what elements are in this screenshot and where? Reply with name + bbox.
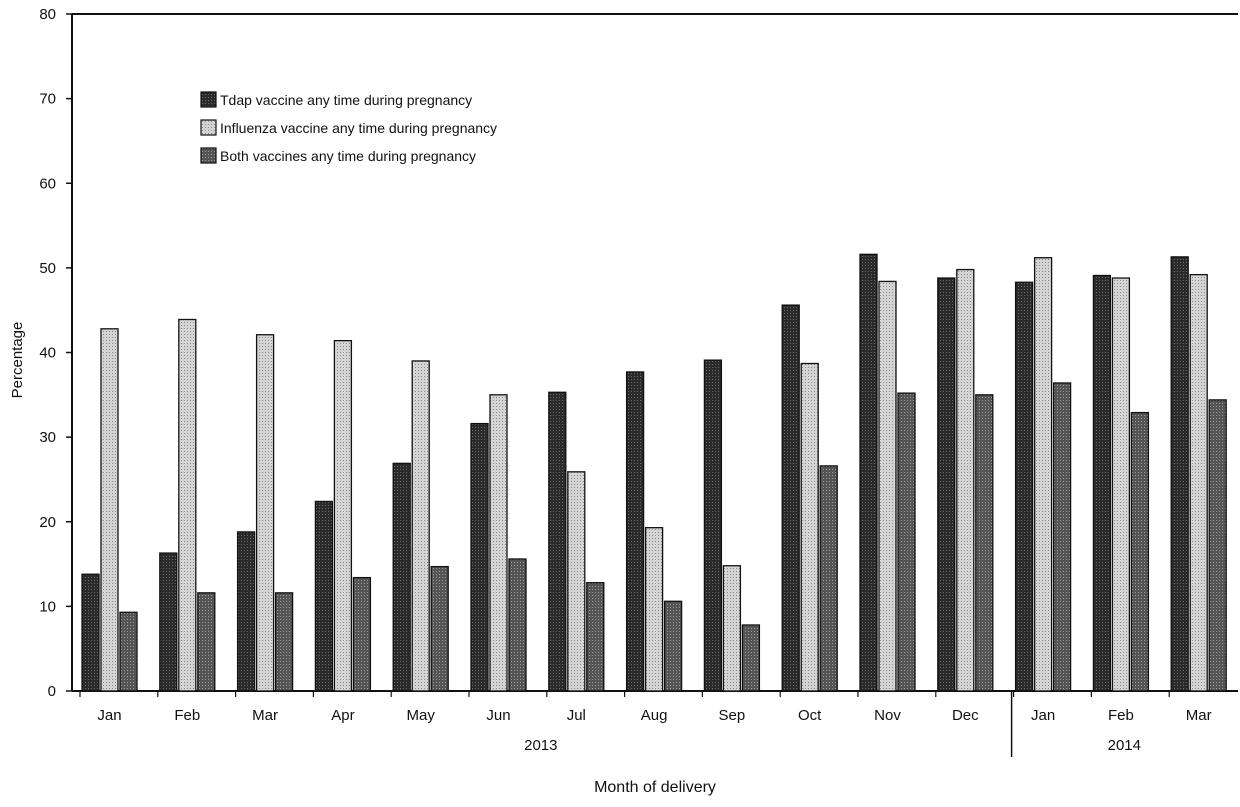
bar-influenza-vaccine-any-time-during-pregnancy-11 (878, 280, 897, 692)
bar-both-vaccines-any-time-during-pregnancy-11 (897, 392, 916, 692)
bar-influenza-vaccine-any-time-during-pregnancy-4 (333, 340, 353, 692)
bar-both-vaccines-any-time-during-pregnancy-10 (819, 465, 838, 692)
bar-influenza-vaccine-any-time-during-pregnancy-3 (255, 334, 275, 692)
bar-both-vaccines-any-time-during-pregnancy-9 (741, 624, 761, 692)
y-axis-title: Percentage (9, 322, 26, 399)
bar-tdap-vaccine-any-time-during-pregnancy-2 (159, 552, 178, 692)
bar-both-vaccines-any-time-during-pregnancy-2 (197, 592, 216, 692)
bar-tdap-vaccine-any-time-during-pregnancy-8 (625, 371, 645, 692)
bar-influenza-vaccine-any-time-during-pregnancy-15 (1189, 273, 1208, 692)
y-tick-label: 30 (39, 429, 56, 446)
bar-tdap-vaccine-any-time-during-pregnancy-6 (470, 422, 489, 692)
legend-swatch (200, 91, 217, 108)
bar-influenza-vaccine-any-time-during-pregnancy-1 (100, 328, 119, 692)
bar-influenza-vaccine-any-time-during-pregnancy-2 (178, 318, 197, 692)
bars-group (81, 253, 1227, 692)
bar-influenza-vaccine-any-time-during-pregnancy-10 (800, 362, 819, 692)
bar-both-vaccines-any-time-during-pregnancy-4 (352, 576, 372, 692)
bar-influenza-vaccine-any-time-during-pregnancy-7 (567, 471, 586, 692)
bar-influenza-vaccine-any-time-during-pregnancy-14 (1111, 277, 1131, 692)
y-tick-label: 60 (39, 175, 56, 192)
bar-influenza-vaccine-any-time-during-pregnancy-9 (722, 565, 742, 692)
bar-tdap-vaccine-any-time-during-pregnancy-11 (859, 253, 878, 692)
bar-influenza-vaccine-any-time-during-pregnancy-5 (411, 360, 430, 692)
legend-swatch (200, 119, 217, 136)
x-tick-label: Aug (641, 707, 668, 724)
year-group-label: 2013 (524, 737, 557, 754)
bar-influenza-vaccine-any-time-during-pregnancy-6 (489, 394, 508, 692)
bar-both-vaccines-any-time-during-pregnancy-15 (1208, 399, 1227, 692)
bar-both-vaccines-any-time-during-pregnancy-1 (119, 611, 138, 692)
bar-tdap-vaccine-any-time-during-pregnancy-4 (314, 500, 334, 692)
bar-both-vaccines-any-time-during-pregnancy-14 (1130, 411, 1150, 692)
bar-both-vaccines-any-time-during-pregnancy-12 (975, 394, 994, 692)
y-tick-label: 80 (39, 6, 56, 23)
bar-tdap-vaccine-any-time-during-pregnancy-12 (937, 277, 956, 692)
bar-tdap-vaccine-any-time-during-pregnancy-3 (236, 531, 256, 692)
x-tick-label: Sep (719, 707, 746, 724)
bar-both-vaccines-any-time-during-pregnancy-8 (663, 600, 683, 692)
bar-tdap-vaccine-any-time-during-pregnancy-5 (392, 462, 411, 692)
x-tick-label: Jun (486, 707, 510, 724)
y-tick-label: 0 (48, 683, 56, 700)
bar-both-vaccines-any-time-during-pregnancy-5 (430, 565, 449, 692)
bar-influenza-vaccine-any-time-during-pregnancy-8 (644, 527, 664, 692)
x-tick-label: Mar (1186, 707, 1212, 724)
legend-swatch (200, 147, 217, 164)
x-tick-label: Oct (798, 707, 822, 724)
bar-both-vaccines-any-time-during-pregnancy-13 (1052, 382, 1072, 692)
bar-both-vaccines-any-time-during-pregnancy-3 (274, 592, 294, 692)
x-tick-label: Jan (97, 707, 121, 724)
y-tick-label: 10 (39, 598, 56, 615)
x-tick-label: Feb (174, 707, 200, 724)
bar-tdap-vaccine-any-time-during-pregnancy-7 (548, 391, 567, 692)
x-axis-title: Month of delivery (594, 779, 716, 796)
bar-both-vaccines-any-time-during-pregnancy-7 (586, 582, 605, 692)
x-tick-label: Jan (1031, 707, 1055, 724)
x-tick-label: Mar (252, 707, 278, 724)
x-tick-label: Dec (952, 707, 979, 724)
y-tick-label: 50 (39, 260, 56, 277)
bar-tdap-vaccine-any-time-during-pregnancy-9 (703, 359, 723, 692)
legend-label: Both vaccines any time during pregnancy (220, 148, 476, 164)
y-tick-label: 40 (39, 345, 56, 362)
x-tick-label: May (407, 707, 436, 724)
bar-influenza-vaccine-any-time-during-pregnancy-13 (1033, 257, 1053, 692)
x-tick-label: Jul (567, 707, 586, 724)
bar-both-vaccines-any-time-during-pregnancy-6 (508, 558, 527, 692)
x-tick-label: Apr (331, 707, 354, 724)
bar-tdap-vaccine-any-time-during-pregnancy-13 (1014, 281, 1034, 692)
y-tick-label: 70 (39, 91, 56, 108)
bar-influenza-vaccine-any-time-during-pregnancy-12 (956, 268, 975, 692)
bar-tdap-vaccine-any-time-during-pregnancy-1 (81, 573, 100, 692)
legend-label: Influenza vaccine any time during pregna… (220, 120, 497, 136)
legend-label: Tdap vaccine any time during pregnancy (220, 92, 472, 108)
bar-tdap-vaccine-any-time-during-pregnancy-15 (1170, 256, 1189, 692)
bar-tdap-vaccine-any-time-during-pregnancy-14 (1092, 274, 1112, 692)
x-tick-label: Nov (874, 707, 901, 724)
y-tick-label: 20 (39, 514, 56, 531)
legend: Tdap vaccine any time during pregnancy In… (200, 91, 497, 164)
x-tick-label: Feb (1108, 707, 1134, 724)
year-group-label: 2014 (1108, 737, 1141, 754)
bar-tdap-vaccine-any-time-during-pregnancy-10 (781, 304, 800, 692)
